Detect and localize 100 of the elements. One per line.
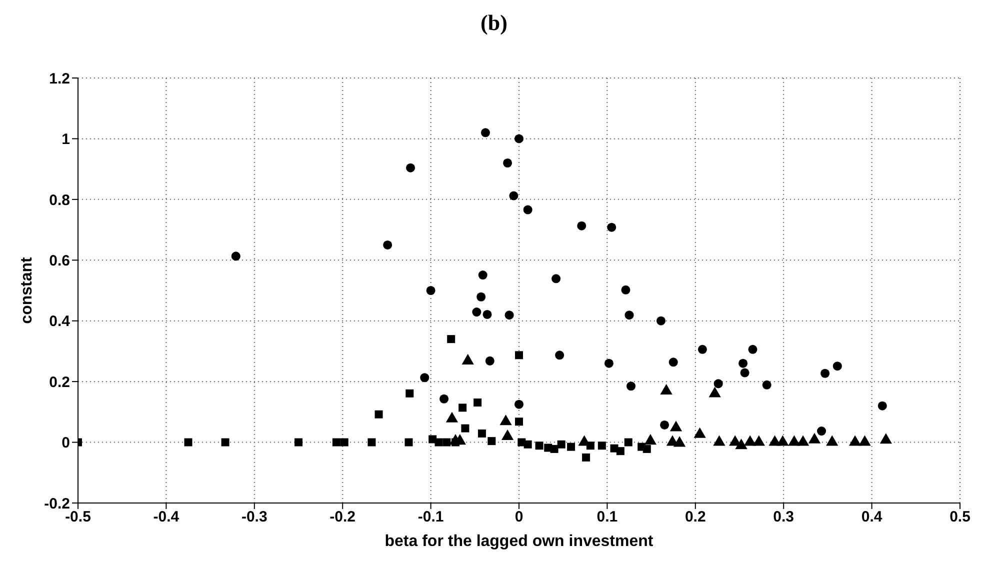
- point: [738, 358, 748, 368]
- point: [231, 252, 240, 261]
- x-tick-label: -0.2: [330, 508, 356, 526]
- y-tick-label: 0.6: [49, 252, 70, 270]
- point: [642, 444, 651, 453]
- x-tick-label: 0.3: [773, 508, 794, 526]
- point: [524, 440, 532, 448]
- y-tick-label: 1: [62, 131, 70, 148]
- point: [440, 394, 449, 404]
- point: [796, 435, 810, 446]
- point: [624, 438, 632, 446]
- point: [626, 382, 636, 391]
- point: [858, 435, 871, 446]
- point: [482, 310, 492, 319]
- point: [826, 435, 838, 446]
- point: [832, 362, 842, 371]
- point: [656, 316, 666, 326]
- point: [848, 435, 862, 446]
- point: [535, 442, 544, 450]
- point: [476, 292, 486, 302]
- x-tick-label: 0.1: [596, 508, 618, 526]
- x-axis-title: beta for the lagged own investment: [384, 533, 654, 550]
- point: [374, 410, 383, 418]
- point: [472, 308, 482, 317]
- point: [557, 440, 566, 448]
- point: [406, 163, 416, 172]
- point: [698, 344, 707, 354]
- point: [607, 222, 616, 232]
- y-axis-title: constant: [18, 256, 36, 324]
- point: [332, 438, 340, 446]
- point: [878, 401, 887, 410]
- point: [621, 285, 630, 294]
- point: [644, 434, 656, 445]
- point: [776, 435, 789, 446]
- x-tick-label: -0.3: [241, 508, 268, 526]
- y-tick-label: 0.2: [49, 374, 70, 391]
- point: [788, 435, 800, 446]
- point: [820, 368, 830, 378]
- point: [550, 444, 558, 453]
- point: [624, 310, 634, 320]
- point: [808, 432, 821, 444]
- point: [420, 373, 430, 382]
- point: [598, 442, 606, 450]
- point: [434, 438, 443, 446]
- point: [752, 435, 765, 446]
- point: [555, 350, 564, 360]
- point: [714, 379, 723, 388]
- point: [504, 310, 514, 320]
- point: [514, 400, 524, 409]
- point: [713, 435, 726, 446]
- x-tick-label: 0.2: [684, 508, 706, 526]
- point: [406, 389, 414, 398]
- point: [294, 438, 302, 446]
- point: [744, 435, 756, 446]
- point: [478, 270, 488, 280]
- chart-title: (b): [480, 9, 508, 37]
- point: [501, 430, 514, 440]
- point: [735, 438, 748, 450]
- point: [442, 438, 451, 446]
- point: [480, 128, 490, 138]
- point: [426, 286, 436, 296]
- y-tick-label: 0.4: [49, 313, 71, 330]
- point: [762, 380, 772, 390]
- point: [694, 427, 706, 438]
- point: [383, 240, 392, 250]
- point: [184, 438, 192, 446]
- point: [500, 414, 512, 426]
- point: [880, 433, 892, 444]
- point: [577, 221, 586, 230]
- x-tick-label: 0.5: [950, 508, 970, 526]
- point: [523, 205, 532, 214]
- point: [509, 191, 518, 200]
- x-tick-label: -0.4: [153, 508, 180, 526]
- point: [458, 404, 467, 412]
- point: [461, 424, 470, 432]
- y-tick-label: 0.8: [49, 192, 70, 209]
- point: [552, 274, 561, 284]
- point: [660, 420, 670, 430]
- y-tick-label: 1.2: [49, 70, 70, 88]
- point: [740, 368, 750, 378]
- point: [515, 418, 523, 426]
- point: [670, 420, 682, 432]
- point: [368, 438, 376, 446]
- point: [515, 351, 523, 360]
- point: [478, 429, 486, 438]
- point: [340, 438, 348, 446]
- y-tick-label: 0: [62, 434, 70, 452]
- point: [446, 412, 458, 422]
- point: [748, 344, 758, 354]
- point: [673, 436, 686, 447]
- point: [567, 442, 576, 451]
- point: [668, 358, 678, 367]
- point: [817, 426, 826, 436]
- point: [514, 134, 524, 144]
- point: [582, 453, 590, 462]
- x-tick-label: 0: [514, 508, 524, 526]
- point: [485, 356, 494, 366]
- point: [488, 437, 496, 446]
- x-tick-label: -0.1: [418, 508, 444, 526]
- point: [503, 158, 512, 168]
